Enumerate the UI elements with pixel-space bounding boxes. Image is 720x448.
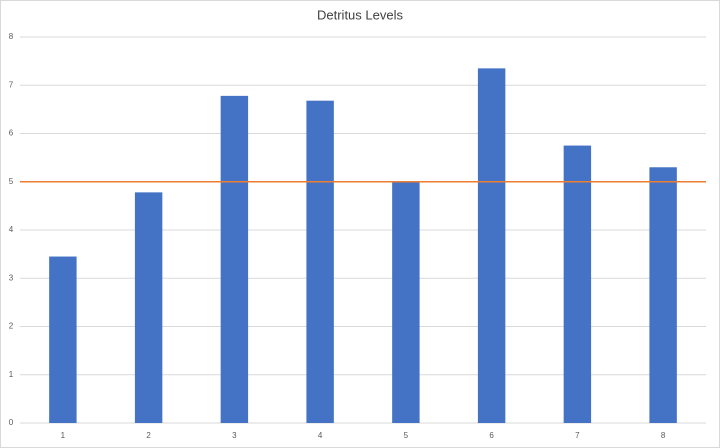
bar [134, 192, 163, 423]
x-tick-label: 1 [61, 431, 66, 440]
y-tick-label: 5 [9, 177, 14, 186]
y-tick-label: 0 [9, 418, 14, 427]
x-tick-label: 4 [318, 431, 323, 440]
y-tick-label: 3 [9, 273, 14, 282]
x-tick-label: 7 [575, 431, 580, 440]
x-tick-label: 3 [232, 431, 237, 440]
x-tick-label: 8 [661, 431, 666, 440]
x-tick-label: 6 [489, 431, 494, 440]
bar [392, 181, 420, 423]
y-tick-label: 7 [9, 80, 14, 89]
bar [220, 95, 249, 424]
bar [649, 167, 677, 423]
x-tick-label: 5 [404, 431, 409, 440]
bar [49, 256, 77, 423]
bar [563, 145, 592, 423]
chart-title: Detritus Levels [317, 7, 403, 22]
y-tick-label: 2 [9, 322, 14, 331]
bar [306, 100, 334, 423]
y-tick-label: 6 [9, 129, 14, 138]
y-tick-label: 8 [9, 32, 14, 41]
y-tick-label: 1 [9, 370, 14, 379]
x-tick-label: 2 [146, 431, 151, 440]
bar [477, 68, 506, 424]
y-tick-label: 4 [9, 225, 14, 234]
